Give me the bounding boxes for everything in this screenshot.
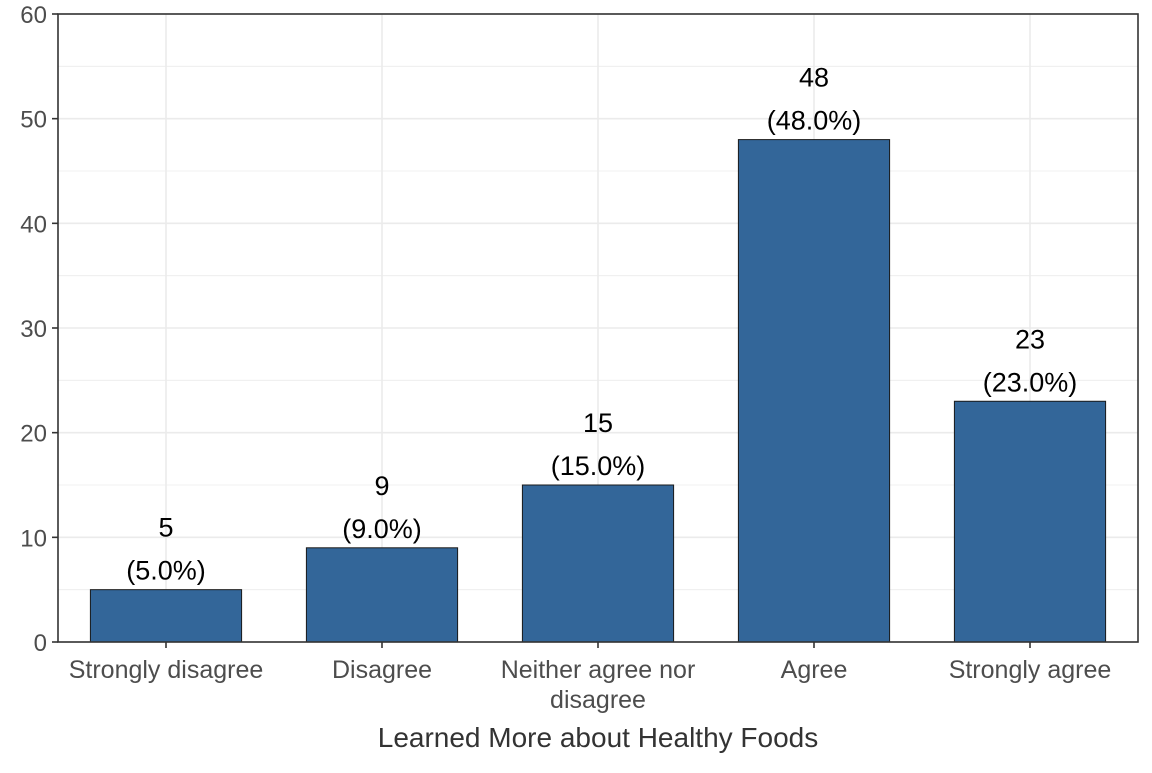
data-label-count: 5 — [158, 513, 173, 543]
bar — [521, 484, 675, 643]
x-tick-label: Strongly disagree — [69, 656, 264, 684]
y-tick-label: 0 — [34, 630, 47, 657]
x-tick-label: Disagree — [332, 656, 432, 684]
data-label-count: 23 — [1015, 324, 1045, 354]
y-axis: 0 10 20 30 40 50 60 — [20, 2, 58, 657]
x-axis-title: Learned More about Healthy Foods — [378, 722, 819, 753]
data-label-percent: (15.0%) — [551, 451, 646, 481]
data-label-percent: (5.0%) — [126, 556, 206, 586]
y-tick-label: 60 — [20, 2, 47, 29]
y-tick-label: 30 — [20, 316, 47, 343]
y-tick-label: 10 — [20, 525, 47, 552]
data-label-percent: (48.0%) — [767, 106, 862, 136]
x-tick-label: Agree — [781, 656, 848, 684]
y-tick-label: 20 — [20, 421, 47, 448]
y-tick-label: 40 — [20, 211, 47, 238]
x-tick-label: Neither agree nor disagree — [501, 656, 696, 714]
y-tick-label: 50 — [20, 107, 47, 134]
data-label-count: 15 — [583, 408, 613, 438]
bar — [89, 589, 243, 643]
data-labels: 5 (5.0%) 9 (9.0%) 15 (15.0%) 48 (48.0%) 23 (23.0%… — [126, 63, 1077, 586]
data-label-percent: (23.0%) — [983, 367, 1078, 397]
data-label-count: 48 — [799, 63, 829, 93]
x-tick-label: Strongly agree — [949, 656, 1112, 684]
x-axis: Strongly disagree Disagree Neither agree n… — [69, 642, 1112, 714]
data-label-percent: (9.0%) — [342, 514, 422, 544]
bars-layer — [89, 139, 1107, 643]
bar — [737, 139, 891, 643]
bar — [305, 547, 459, 643]
data-label-count: 9 — [374, 471, 389, 501]
bar — [953, 400, 1107, 643]
